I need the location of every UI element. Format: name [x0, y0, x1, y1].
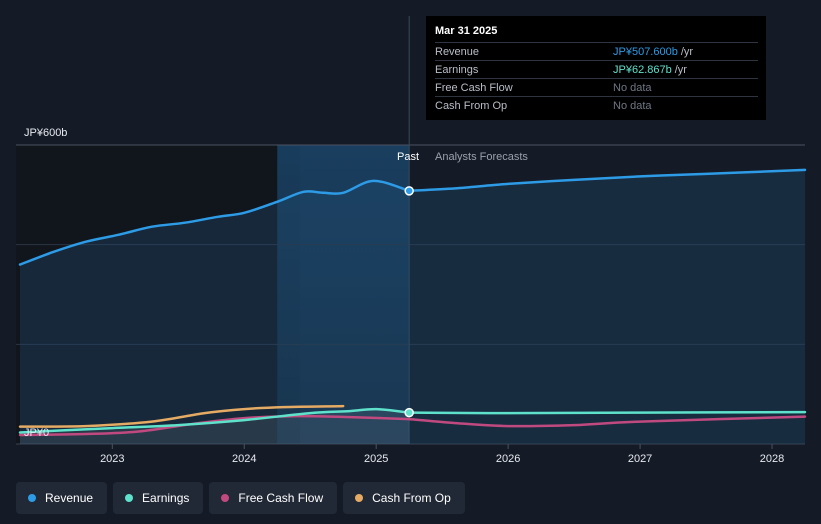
revenue-dot-icon [28, 494, 36, 502]
earnings-area [20, 409, 410, 444]
tooltip-value: JP¥62.867b [613, 63, 672, 76]
legend-item-free-cash-flow[interactable]: Free Cash Flow [209, 482, 338, 514]
earnings-line [18, 407, 411, 434]
legend-item-revenue[interactable]: Revenue [16, 482, 108, 514]
free-cash-flow-dot-icon [221, 494, 230, 502]
legend-label: Revenue [45, 491, 94, 505]
revenue-line [18, 179, 411, 266]
tooltip-value: JP¥507.600b [613, 45, 678, 58]
tooltip-no-data: No data [613, 81, 652, 94]
past-dark-region [16, 145, 300, 444]
y-top-label: JP¥600b [24, 127, 67, 139]
tooltip: Mar 31 2025 Revenue JP¥507.600b /yr Earn… [426, 16, 766, 120]
series-areas [20, 169, 805, 444]
grid [16, 16, 805, 445]
legend-label: Cash From Op [372, 491, 451, 505]
x-tick-label: 2024 [232, 453, 256, 465]
tooltip-no-data: No data [613, 99, 652, 112]
y-bottom-label: JP¥0 [24, 427, 49, 439]
tooltip-unit: /yr [680, 45, 694, 58]
cash-from-op-line [18, 404, 345, 428]
tooltip-date: Mar 31 2025 [435, 25, 498, 37]
earnings-dot-icon [125, 494, 134, 502]
tooltip-row-free-cash-flow: Free Cash Flow No data [435, 78, 758, 96]
free-cash-flow-forecast-line [407, 415, 807, 428]
past-label: Past [397, 151, 419, 163]
forecast-label: Analysts Forecasts [435, 151, 528, 163]
legend-item-cash-from-op[interactable]: Cash From Op [343, 482, 465, 514]
tooltip-label: Earnings [435, 63, 479, 76]
series-markers [404, 186, 414, 418]
past-highlight [277, 145, 410, 444]
tooltip-label: Revenue [435, 45, 480, 58]
tooltip-row-earnings: Earnings JP¥62.867b /yr [435, 60, 758, 78]
legend-item-earnings[interactable]: Earnings [113, 482, 204, 514]
revenue-area [20, 169, 805, 444]
x-tick-label: 2025 [364, 453, 388, 465]
revenue-marker [404, 186, 414, 196]
x-tick-label: 2028 [760, 453, 784, 465]
free-cash-flow-line [18, 414, 411, 437]
tooltip-label: Free Cash Flow [435, 81, 513, 94]
cash-from-op-dot-icon [355, 494, 364, 502]
legend: Revenue Earnings Free Cash Flow Cash Fro… [16, 482, 465, 514]
tooltip-label: Cash From Op [435, 99, 508, 112]
tooltip-unit: /yr [674, 63, 687, 76]
series-lines [18, 168, 807, 437]
x-tick-label: 2023 [100, 453, 124, 465]
x-tick-label: 2027 [628, 453, 652, 465]
tooltip-row-revenue: Revenue JP¥507.600b /yr [435, 42, 758, 60]
revenue-forecast-line [407, 168, 807, 193]
earnings-forecast-line [407, 410, 807, 415]
tooltip-row-cash-from-op: Cash From Op No data [435, 96, 758, 114]
x-tick-label: 2026 [496, 453, 520, 465]
earnings-marker [404, 407, 414, 418]
x-axis: 2023 2024 2025 2026 2027 2028 [100, 444, 784, 465]
legend-label: Earnings [142, 491, 190, 505]
legend-label: Free Cash Flow [238, 491, 324, 505]
